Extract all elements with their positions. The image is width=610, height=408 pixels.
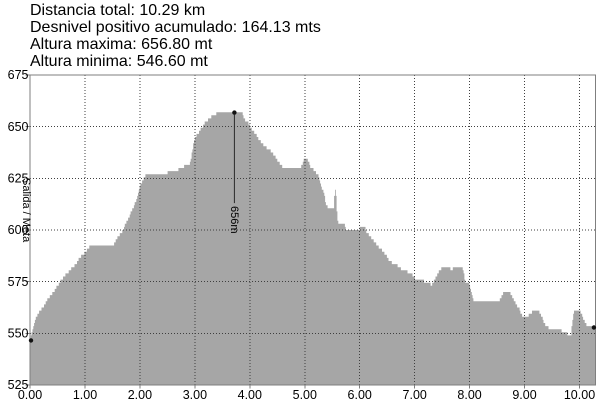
y-tick-label-675: 675: [8, 68, 29, 82]
x-tick-label-1: 1.00: [73, 388, 97, 402]
stat-total-distance: Distancia total: 10.29 km: [30, 2, 206, 19]
y-tick-label-600: 600: [8, 223, 29, 237]
x-tick-label-9: 9.00: [512, 388, 536, 402]
x-tick-label-6: 6.00: [348, 388, 372, 402]
stat-min-altitude: Altura minima: 546.60 mt: [30, 53, 208, 70]
x-tick-label-8: 8.00: [457, 388, 481, 402]
y-tick-label-650: 650: [8, 120, 29, 134]
start-finish-axis-label: Salida / Meta: [20, 178, 32, 243]
stat-max-altitude: Altura maxima: 656.80 mt: [30, 36, 213, 53]
elevation-area-fill: [30, 112, 596, 385]
x-tick-label-2: 2.00: [128, 388, 152, 402]
y-tick-label-550: 550: [8, 327, 29, 341]
x-tick-label-3: 3.00: [183, 388, 207, 402]
peak-annotation-label: 656m: [228, 206, 240, 234]
y-tick-label-575: 575: [8, 275, 29, 289]
x-tick-label-7: 7.00: [403, 388, 427, 402]
y-tick-label-525: 525: [8, 378, 29, 392]
x-tick-label-10: 10.00: [564, 388, 595, 402]
end-marker-dot: [591, 325, 597, 330]
stats-block: Distancia total: 10.29 km Desnivel posit…: [30, 2, 321, 70]
stat-elevation-gain: Desnivel positivo acumulado: 164.13 mts: [30, 19, 321, 36]
x-tick-label-0: 0.00: [18, 388, 42, 402]
start-marker-dot: [28, 338, 34, 343]
peak-marker-dot: [232, 110, 237, 115]
x-tick-label-4: 4.00: [238, 388, 262, 402]
y-tick-label-625: 625: [8, 172, 29, 186]
x-tick-label-5: 5.00: [293, 388, 317, 402]
